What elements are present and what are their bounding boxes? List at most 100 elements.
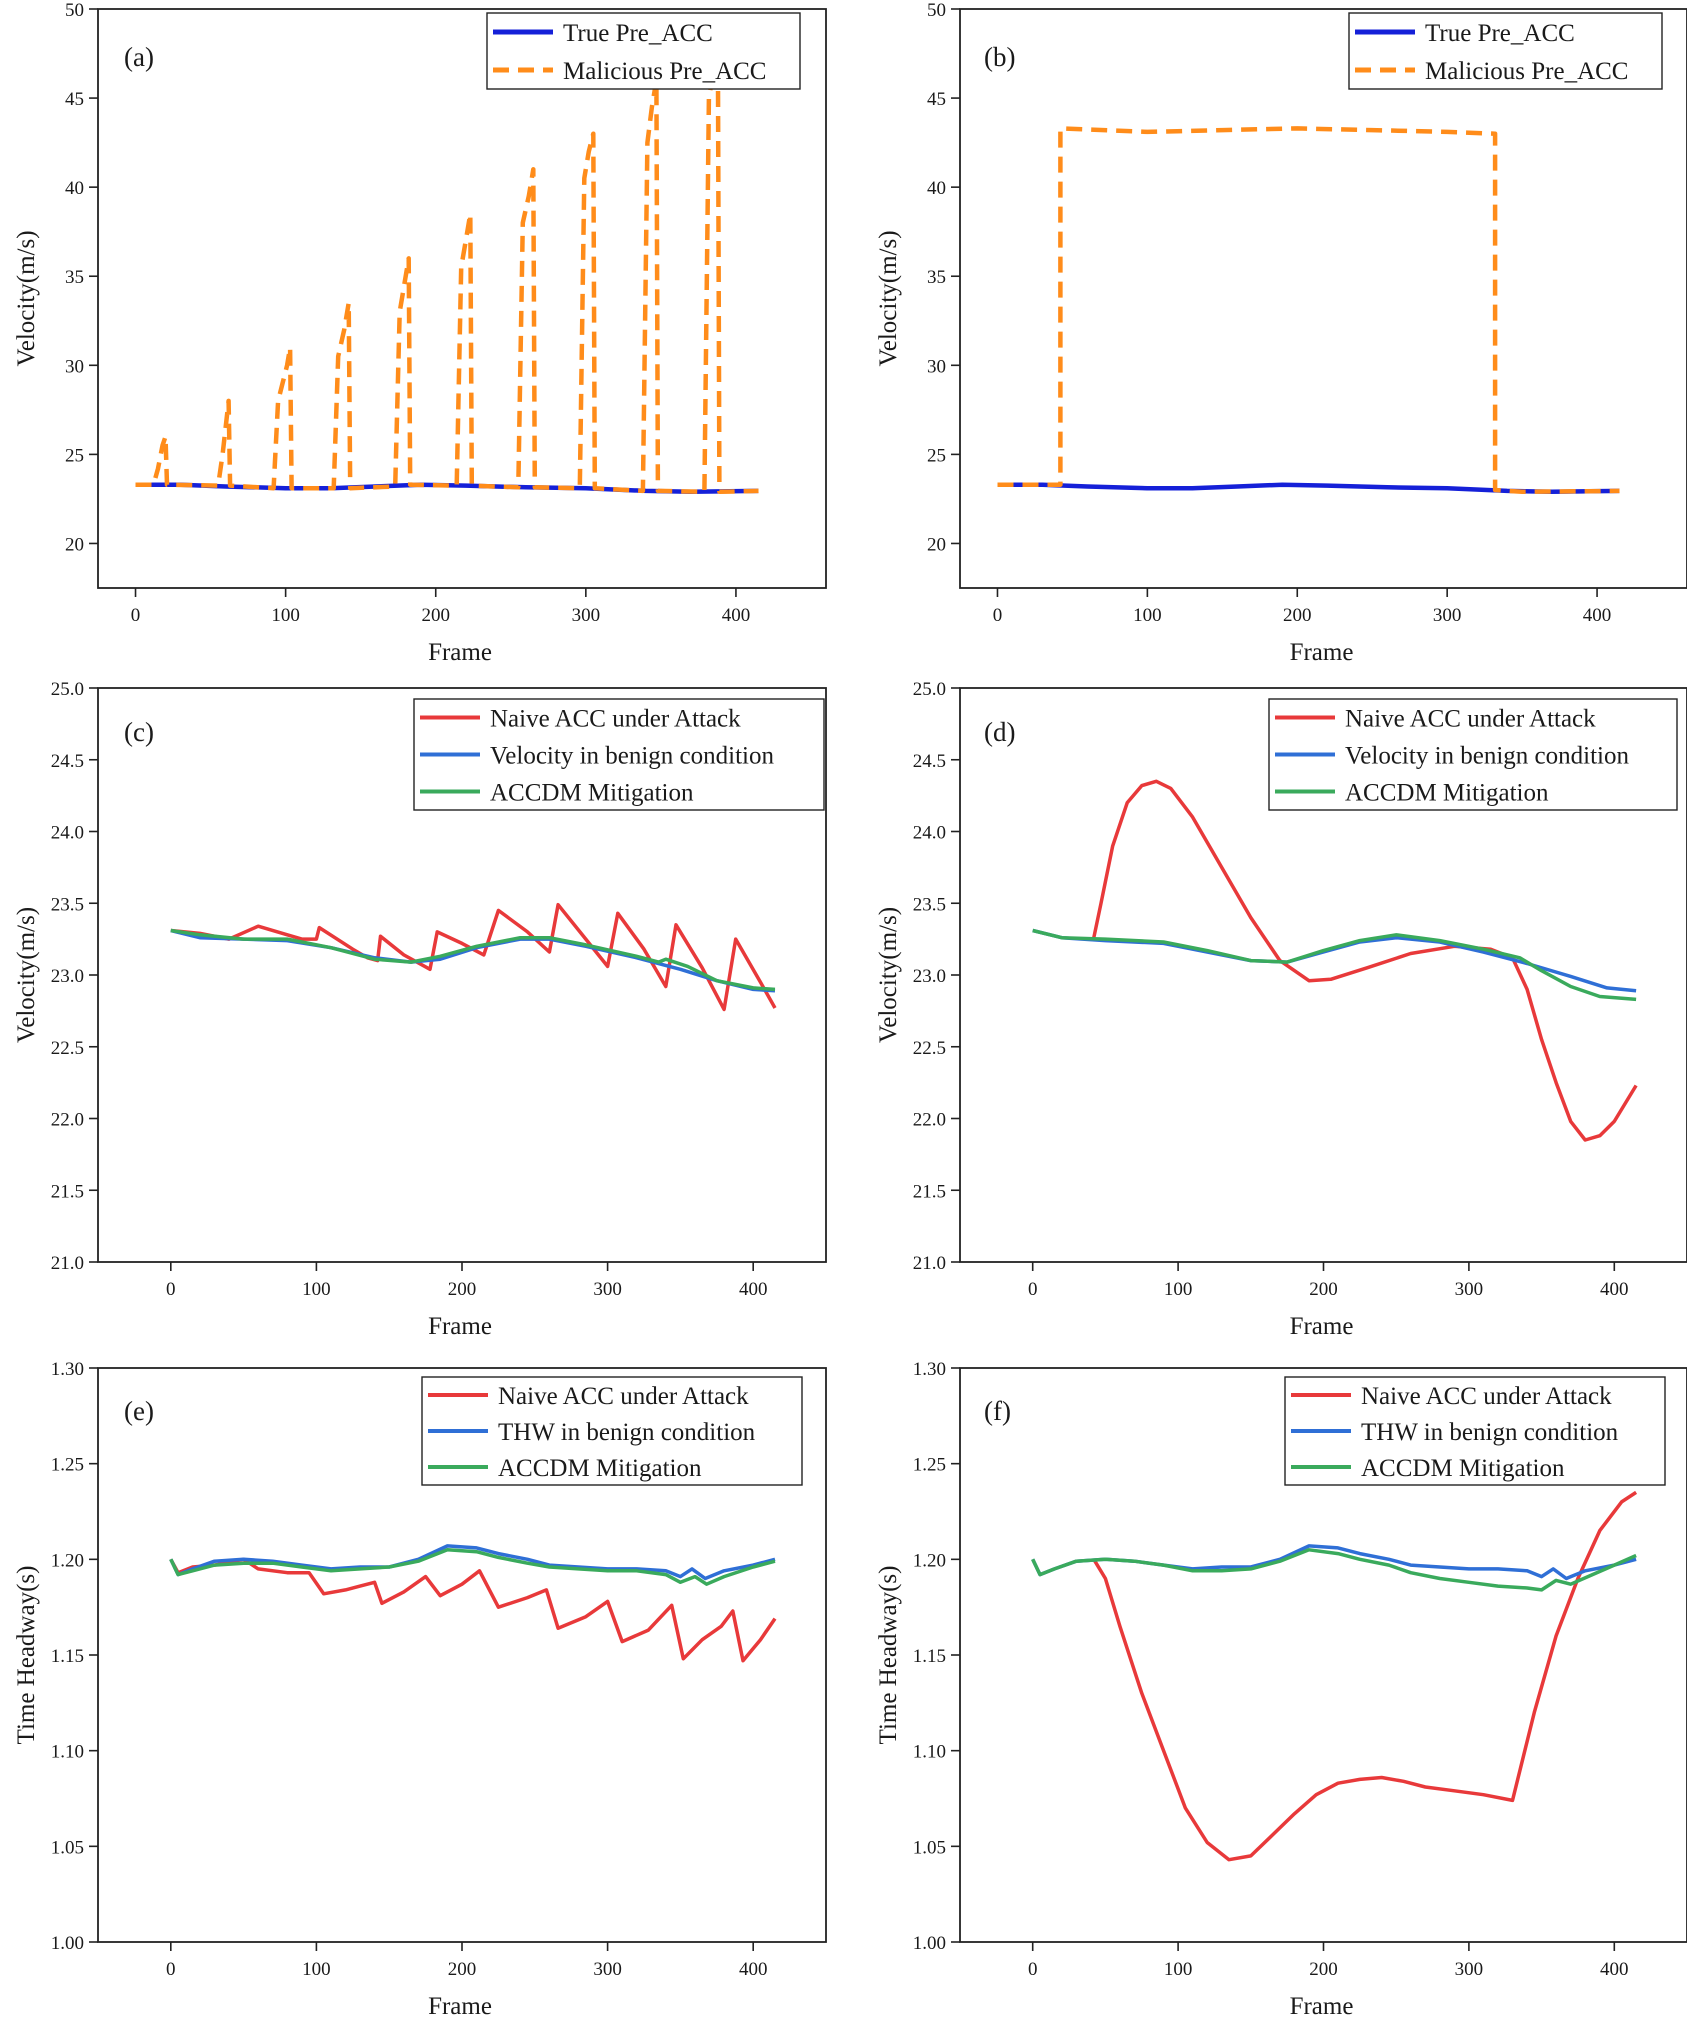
panel-label: (a) [124,42,154,72]
x-tick-label: 0 [166,1279,176,1300]
x-tick-label: 300 [1455,1959,1484,1980]
y-tick-label: 1.15 [51,1646,84,1667]
x-axis-title: Frame [428,639,492,666]
series-line-2 [997,126,1620,495]
chart-panel-c: 21.0 21.5 22.0 22.5 23.0 23.5 24.0 24.5 25.0 0 100… [13,679,827,1340]
series-line-2 [135,51,759,495]
x-tick-label: 100 [1164,1959,1193,1980]
panel-label: (b) [984,42,1015,72]
legend-entry: THW in benign condition [498,1419,756,1446]
y-tick-label: 23.5 [51,894,84,915]
legend: True Pre_ACC Malicious Pre_ACC [486,12,801,90]
y-tick-label: 22.0 [913,1110,946,1131]
legend-entry: True Pre_ACC [1425,20,1575,47]
y-axis-title: Velocity(m/s) [875,907,902,1043]
plot-frame [959,1367,1687,1943]
y-tick-label: 23.0 [51,966,84,987]
y-tick-label: 21.5 [913,1181,946,1202]
y-tick-label: 1.15 [913,1646,946,1667]
y-tick-label: 1.10 [51,1742,84,1763]
panel-label: (c) [124,717,154,747]
x-tick-label: 400 [1600,1959,1629,1980]
legend: Naive ACC under Attack Velocity in benign… [1268,698,1678,811]
y-tick-label: 24.5 [913,751,946,772]
x-tick-label: 300 [1433,605,1462,626]
x-tick-label: 100 [302,1959,331,1980]
x-tick-label: 400 [739,1959,768,1980]
x-tick-label: 0 [1028,1279,1038,1300]
y-axis-title: Time Headway(s) [13,1566,40,1745]
plot-frame [97,1367,827,1943]
series-line-3 [169,1548,776,1586]
legend-entry: ACCDM Mitigation [1361,1455,1565,1482]
plot-frame [959,8,1687,589]
legend-entry: ACCDM Mitigation [490,780,694,807]
x-tick-label: 200 [1283,605,1312,626]
y-axis-title: Velocity(m/s) [13,230,40,366]
x-tick-label: 200 [448,1279,477,1300]
x-axis-title: Frame [1290,1993,1354,2018]
y-tick-label: 1.25 [913,1455,946,1476]
legend-entry: Malicious Pre_ACC [1425,58,1628,85]
x-tick-label: 200 [1309,1959,1338,1980]
x-tick-label: 100 [271,605,300,626]
legend-entry: Naive ACC under Attack [1345,706,1596,733]
y-axis-title: Velocity(m/s) [875,230,902,366]
y-axis-title: Time Headway(s) [875,1566,902,1745]
panel-label: (e) [124,1396,154,1426]
x-tick-label: 300 [572,605,601,626]
y-tick-label: 22.0 [51,1110,84,1131]
x-tick-label: 0 [166,1959,176,1980]
y-tick-label: 23.5 [913,894,946,915]
x-axis-title: Frame [1290,1313,1354,1340]
legend-entry: Naive ACC under Attack [490,706,741,733]
legend-box [1268,698,1678,811]
x-tick-label: 200 [448,1959,477,1980]
y-axis-title: Velocity(m/s) [13,907,40,1043]
x-tick-label: 400 [1600,1279,1629,1300]
y-tick-label: 21.0 [51,1253,84,1274]
series-line-3 [170,928,776,992]
legend-entry: ACCDM Mitigation [498,1455,702,1482]
y-tick-label: 1.05 [913,1837,946,1858]
chart-panel-d: 21.0 21.5 22.0 22.5 23.0 23.5 24.0 24.5 25.0 0 100… [875,679,1687,1340]
x-tick-label: 0 [993,605,1003,626]
legend-entry: Velocity in benign condition [490,743,774,770]
chart-panel-f: 1.00 1.05 1.10 1.15 1.20 1.25 1.30 0 100 200 300 40… [875,1359,1687,2018]
plot-frame [959,687,1687,1263]
y-tick-label: 35 [65,267,84,288]
y-tick-label: 21.5 [51,1181,84,1202]
y-tick-label: 30 [927,356,946,377]
legend: Naive ACC under Attack Velocity in benign… [413,698,825,811]
y-tick-label: 24.0 [51,823,84,844]
y-tick-label: 1.30 [51,1359,84,1380]
y-tick-label: 23.0 [913,966,946,987]
y-tick-label: 25.0 [913,679,946,700]
y-tick-label: 50 [927,0,946,21]
legend-box [1348,12,1663,90]
y-tick-label: 24.5 [51,751,84,772]
chart-panel-e: 1.00 1.05 1.10 1.15 1.20 1.25 1.30 0 100 200 300 40… [13,1359,827,2018]
series-line-1 [170,902,777,1012]
chart-panel-b: 20 25 30 35 40 45 50 0 100 200 300 400 (b) Frame Veloc… [875,0,1687,666]
x-tick-label: 100 [1133,605,1162,626]
legend-entry: ACCDM Mitigation [1345,780,1549,807]
y-tick-label: 20 [927,534,946,555]
x-tick-label: 0 [131,605,141,626]
y-tick-label: 45 [927,89,946,110]
series-line-3 [1032,928,1637,1002]
legend-entry: Naive ACC under Attack [1361,1383,1612,1410]
x-axis-title: Frame [1290,639,1354,666]
y-tick-label: 1.00 [51,1933,84,1954]
y-tick-label: 1.25 [51,1455,84,1476]
legend: True Pre_ACC Malicious Pre_ACC [1348,12,1663,90]
x-tick-label: 100 [1164,1279,1193,1300]
y-tick-label: 1.05 [51,1837,84,1858]
x-tick-label: 300 [1455,1279,1484,1300]
series-line-1 [997,482,1620,495]
y-tick-label: 25 [65,445,84,466]
y-tick-label: 22.5 [913,1038,946,1059]
panel-label: (d) [984,717,1015,747]
y-tick-label: 50 [65,0,84,21]
